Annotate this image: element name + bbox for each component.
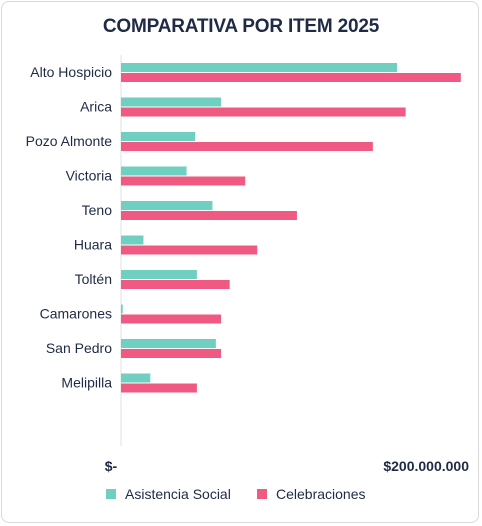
category-label: Toltén (75, 271, 112, 287)
bar-asistencia-social (121, 270, 197, 279)
bar-asistencia-social (121, 97, 222, 107)
bar-celebraciones (121, 73, 461, 82)
category-label: Victoria (66, 168, 113, 184)
category-label: San Pedro (46, 340, 112, 356)
bar-celebraciones (121, 176, 246, 186)
bar-asistencia-social (121, 339, 216, 348)
bar-celebraciones (121, 107, 406, 117)
bar-asistencia-social (121, 235, 144, 245)
chart-title: COMPARATIVA POR ITEM 2025 (102, 16, 380, 37)
category-label: Camarones (40, 306, 112, 322)
bar-celebraciones (121, 142, 373, 151)
bar-celebraciones (121, 314, 222, 324)
legend-label: Asistencia Social (125, 486, 231, 502)
bar-asistencia-social (121, 132, 196, 141)
category-label: Alto Hospicio (30, 64, 112, 80)
category-label: Arica (80, 99, 112, 115)
category-label: Teno (82, 202, 113, 218)
x-tick-label: $- (105, 458, 118, 474)
bar-asistencia-social (121, 63, 397, 72)
bar-celebraciones (121, 245, 258, 255)
bar-asistencia-social (121, 201, 213, 210)
category-label: Melipilla (61, 375, 112, 391)
x-tick-label: $200.000.000 (383, 458, 469, 474)
category-label: Pozo Almonte (26, 133, 113, 149)
bar-asistencia-social (121, 373, 151, 383)
legend-swatch (106, 489, 116, 499)
legend-swatch (257, 489, 267, 499)
bar-celebraciones (121, 211, 297, 220)
bar-celebraciones (121, 349, 222, 358)
bar-celebraciones (121, 280, 230, 289)
category-label: Huara (74, 237, 112, 253)
legend-label: Celebraciones (276, 486, 366, 502)
bar-celebraciones (121, 383, 197, 393)
bar-asistencia-social (121, 304, 123, 314)
bar-asistencia-social (121, 166, 187, 176)
